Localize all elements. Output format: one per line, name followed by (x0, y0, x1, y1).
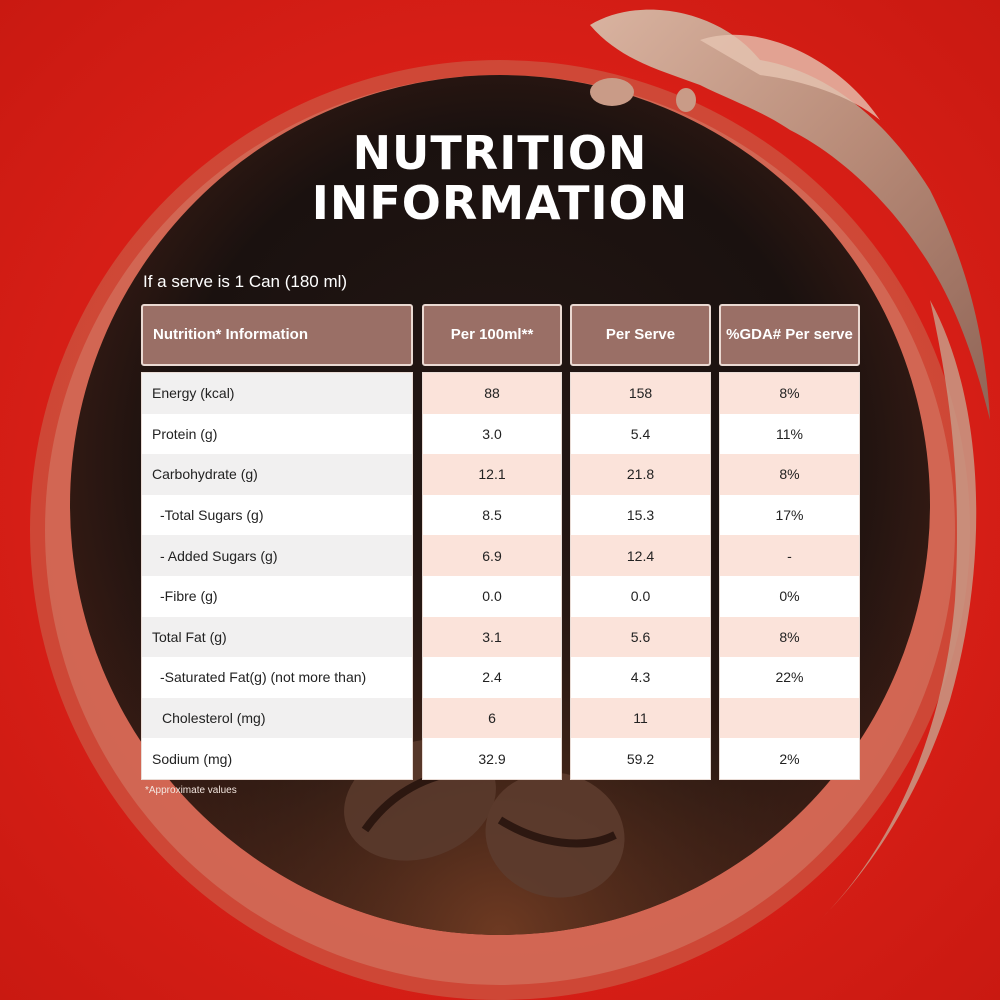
value-cell: 8.5 (423, 494, 561, 536)
row-label: -Fibre (g) (142, 575, 412, 617)
value-cell: 3.0 (423, 413, 561, 455)
value-cell: 11% (720, 413, 859, 455)
value-cell: 17% (720, 494, 859, 536)
row-label: - Added Sugars (g) (142, 535, 412, 576)
value-cell: 4.3 (571, 657, 710, 698)
row-label: -Saturated Fat(g) (not more than) (142, 657, 412, 698)
value-cell: 6 (423, 697, 561, 739)
value-cell: 21.8 (571, 454, 710, 495)
header-gda-per-serve: %GDA# Per serve (719, 304, 860, 366)
value-cell: 158 (571, 373, 710, 414)
per-100ml-values: 88 3.0 12.1 8.5 6.9 0.0 3.1 2.4 6 32.9 (422, 372, 562, 780)
row-label: -Total Sugars (g) (142, 494, 412, 536)
value-cell: 5.6 (571, 616, 710, 658)
per-serve-column: Per Serve 158 5.4 21.8 15.3 12.4 0.0 5.6… (570, 304, 711, 780)
page-title: NUTRITION INFORMATION (0, 128, 1000, 228)
gda-values: 8% 11% 8% 17% - 0% 8% 22% 2% (719, 372, 860, 780)
value-cell: 22% (720, 657, 859, 698)
header-nutrition-information: Nutrition* Information (141, 304, 413, 366)
per-serve-values: 158 5.4 21.8 15.3 12.4 0.0 5.6 4.3 11 59… (570, 372, 711, 780)
value-cell: 5.4 (571, 413, 710, 455)
gda-column: %GDA# Per serve 8% 11% 8% 17% - 0% 8% 22… (719, 304, 860, 780)
row-label: Total Fat (g) (142, 616, 412, 658)
row-label: Protein (g) (142, 413, 412, 455)
row-label: Carbohydrate (g) (142, 454, 412, 495)
value-cell: 8% (720, 454, 859, 495)
value-cell: 0.0 (571, 575, 710, 617)
value-cell: 12.1 (423, 454, 561, 495)
value-cell: - (720, 535, 859, 576)
header-per-serve: Per Serve (570, 304, 711, 366)
value-cell: 11 (571, 697, 710, 739)
value-cell (720, 697, 859, 739)
value-cell: 32.9 (423, 738, 561, 779)
value-cell: 3.1 (423, 616, 561, 658)
milk-splash (590, 9, 990, 420)
footnote: *Approximate values (145, 785, 237, 796)
row-label: Energy (kcal) (142, 373, 412, 414)
nutrient-labels: Energy (kcal) Protein (g) Carbohydrate (… (141, 372, 413, 780)
value-cell: 2% (720, 738, 859, 779)
value-cell: 12.4 (571, 535, 710, 576)
nutrient-column: Nutrition* Information Energy (kcal) Pro… (141, 304, 413, 780)
per-100ml-column: Per 100ml** 88 3.0 12.1 8.5 6.9 0.0 3.1 … (422, 304, 562, 780)
serve-size-note: If a serve is 1 Can (180 ml) (143, 272, 348, 291)
value-cell: 59.2 (571, 738, 710, 779)
row-label: Sodium (mg) (142, 738, 412, 779)
value-cell: 0.0 (423, 575, 561, 617)
value-cell: 0% (720, 575, 859, 617)
title-line-1: NUTRITION (352, 126, 648, 180)
value-cell: 2.4 (423, 657, 561, 698)
value-cell: 6.9 (423, 535, 561, 576)
row-label: Cholesterol (mg) (142, 697, 412, 739)
value-cell: 8% (720, 373, 859, 414)
title-line-2: INFORMATION (311, 176, 689, 230)
value-cell: 15.3 (571, 494, 710, 536)
header-per-100ml: Per 100ml** (422, 304, 562, 366)
value-cell: 88 (423, 373, 561, 414)
value-cell: 8% (720, 616, 859, 658)
